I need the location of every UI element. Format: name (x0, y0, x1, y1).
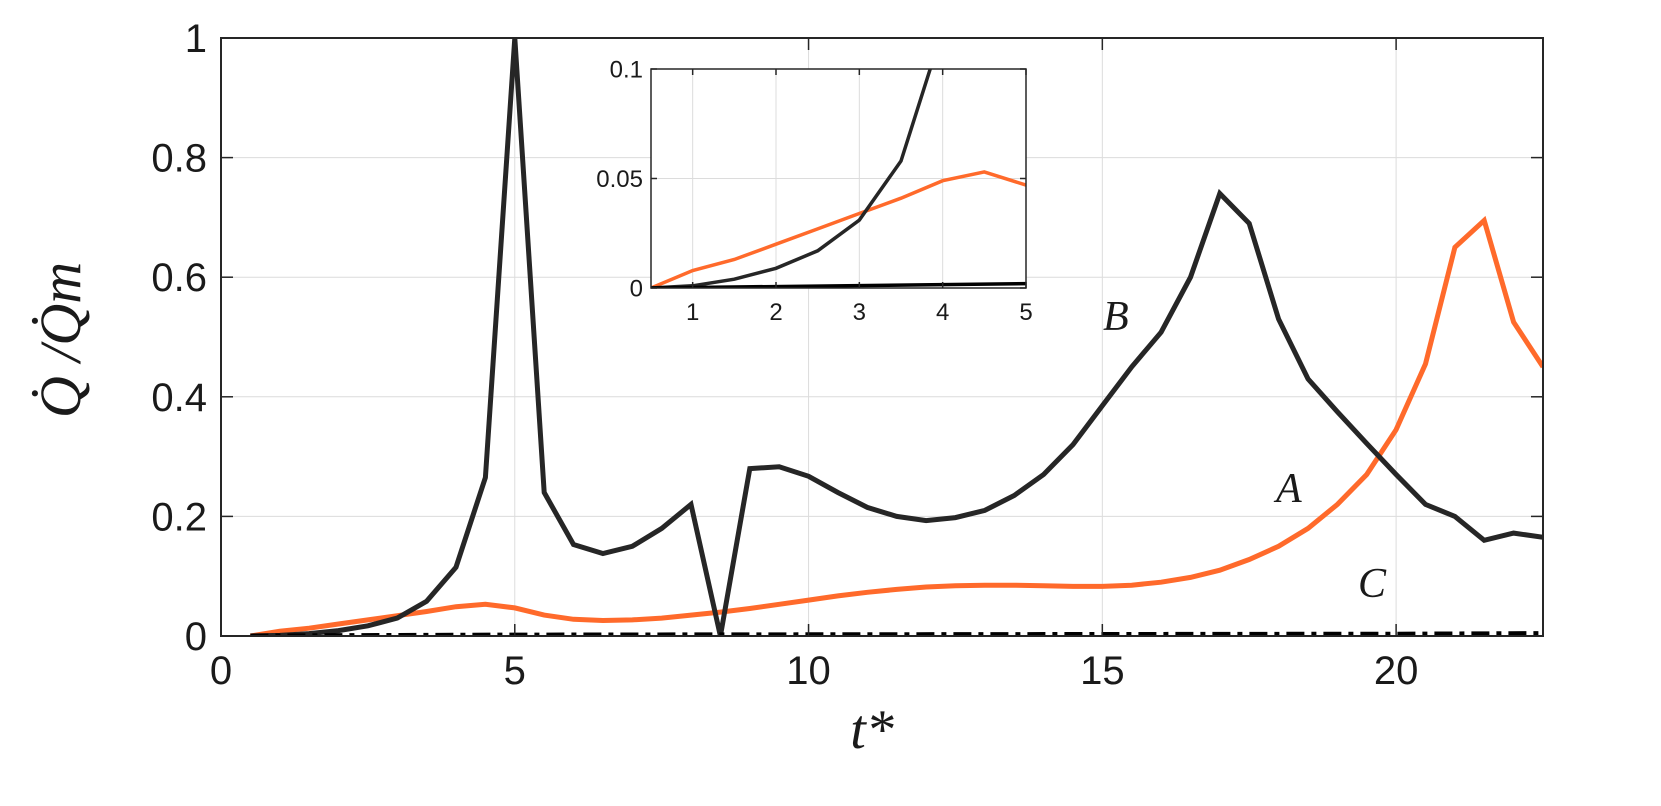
main-y-tick-label: 0.4 (151, 376, 207, 420)
main-series (249, 37, 1543, 636)
main-y-tick-label: 0.8 (151, 137, 207, 181)
main-axes-frame (220, 37, 1544, 637)
inset-y-tick-label: 0 (630, 275, 643, 302)
y-axis-label: Q̇ /Q̇m (28, 262, 93, 418)
main-series-a-line (249, 215, 1543, 636)
inset-x-tick-label: 5 (1019, 299, 1032, 326)
inset-grid (651, 69, 1026, 288)
main-series-b-line (250, 37, 1543, 636)
inset-tick-labels: 1 2 3 4 5 0 0.05 0.1 (596, 56, 1032, 326)
inset-x-tick-label: 1 (686, 299, 699, 326)
main-y-tick-label: 0 (185, 615, 207, 659)
inset-series-b-line (651, 68, 932, 288)
annotation-c: C (1358, 561, 1387, 607)
main-x-tick-label: 5 (504, 649, 526, 693)
main-y-tick-label: 1 (185, 17, 207, 61)
annotation-b: B (1103, 294, 1129, 340)
main-x-tick-label: 20 (1374, 649, 1419, 693)
annotation-a: A (1273, 466, 1302, 512)
main-x-tick-label: 0 (210, 649, 232, 693)
inset-chart: 1 2 3 4 5 0 0.05 0.1 (596, 56, 1032, 326)
main-series-c-line (250, 631, 1543, 636)
inset-axes-frame (650, 68, 1027, 289)
inset-y-tick-label: 0.1 (610, 56, 643, 83)
main-y-tick-label: 0.2 (151, 495, 207, 539)
main-y-tick-label: 0.6 (151, 256, 207, 300)
inset-plot-border (650, 68, 1027, 289)
x-axis-label: t* (850, 699, 894, 761)
inset-x-tick-label: 2 (769, 299, 782, 326)
main-x-tick-label: 15 (1080, 649, 1125, 693)
inset-series-a-line (651, 170, 1026, 288)
main-x-tick-label: 10 (786, 649, 831, 693)
inset-y-tick-label: 0.05 (596, 166, 643, 193)
inset-x-tick-label: 4 (936, 299, 949, 326)
inset-x-tick-label: 3 (853, 299, 866, 326)
main-plot-border (220, 37, 1544, 637)
